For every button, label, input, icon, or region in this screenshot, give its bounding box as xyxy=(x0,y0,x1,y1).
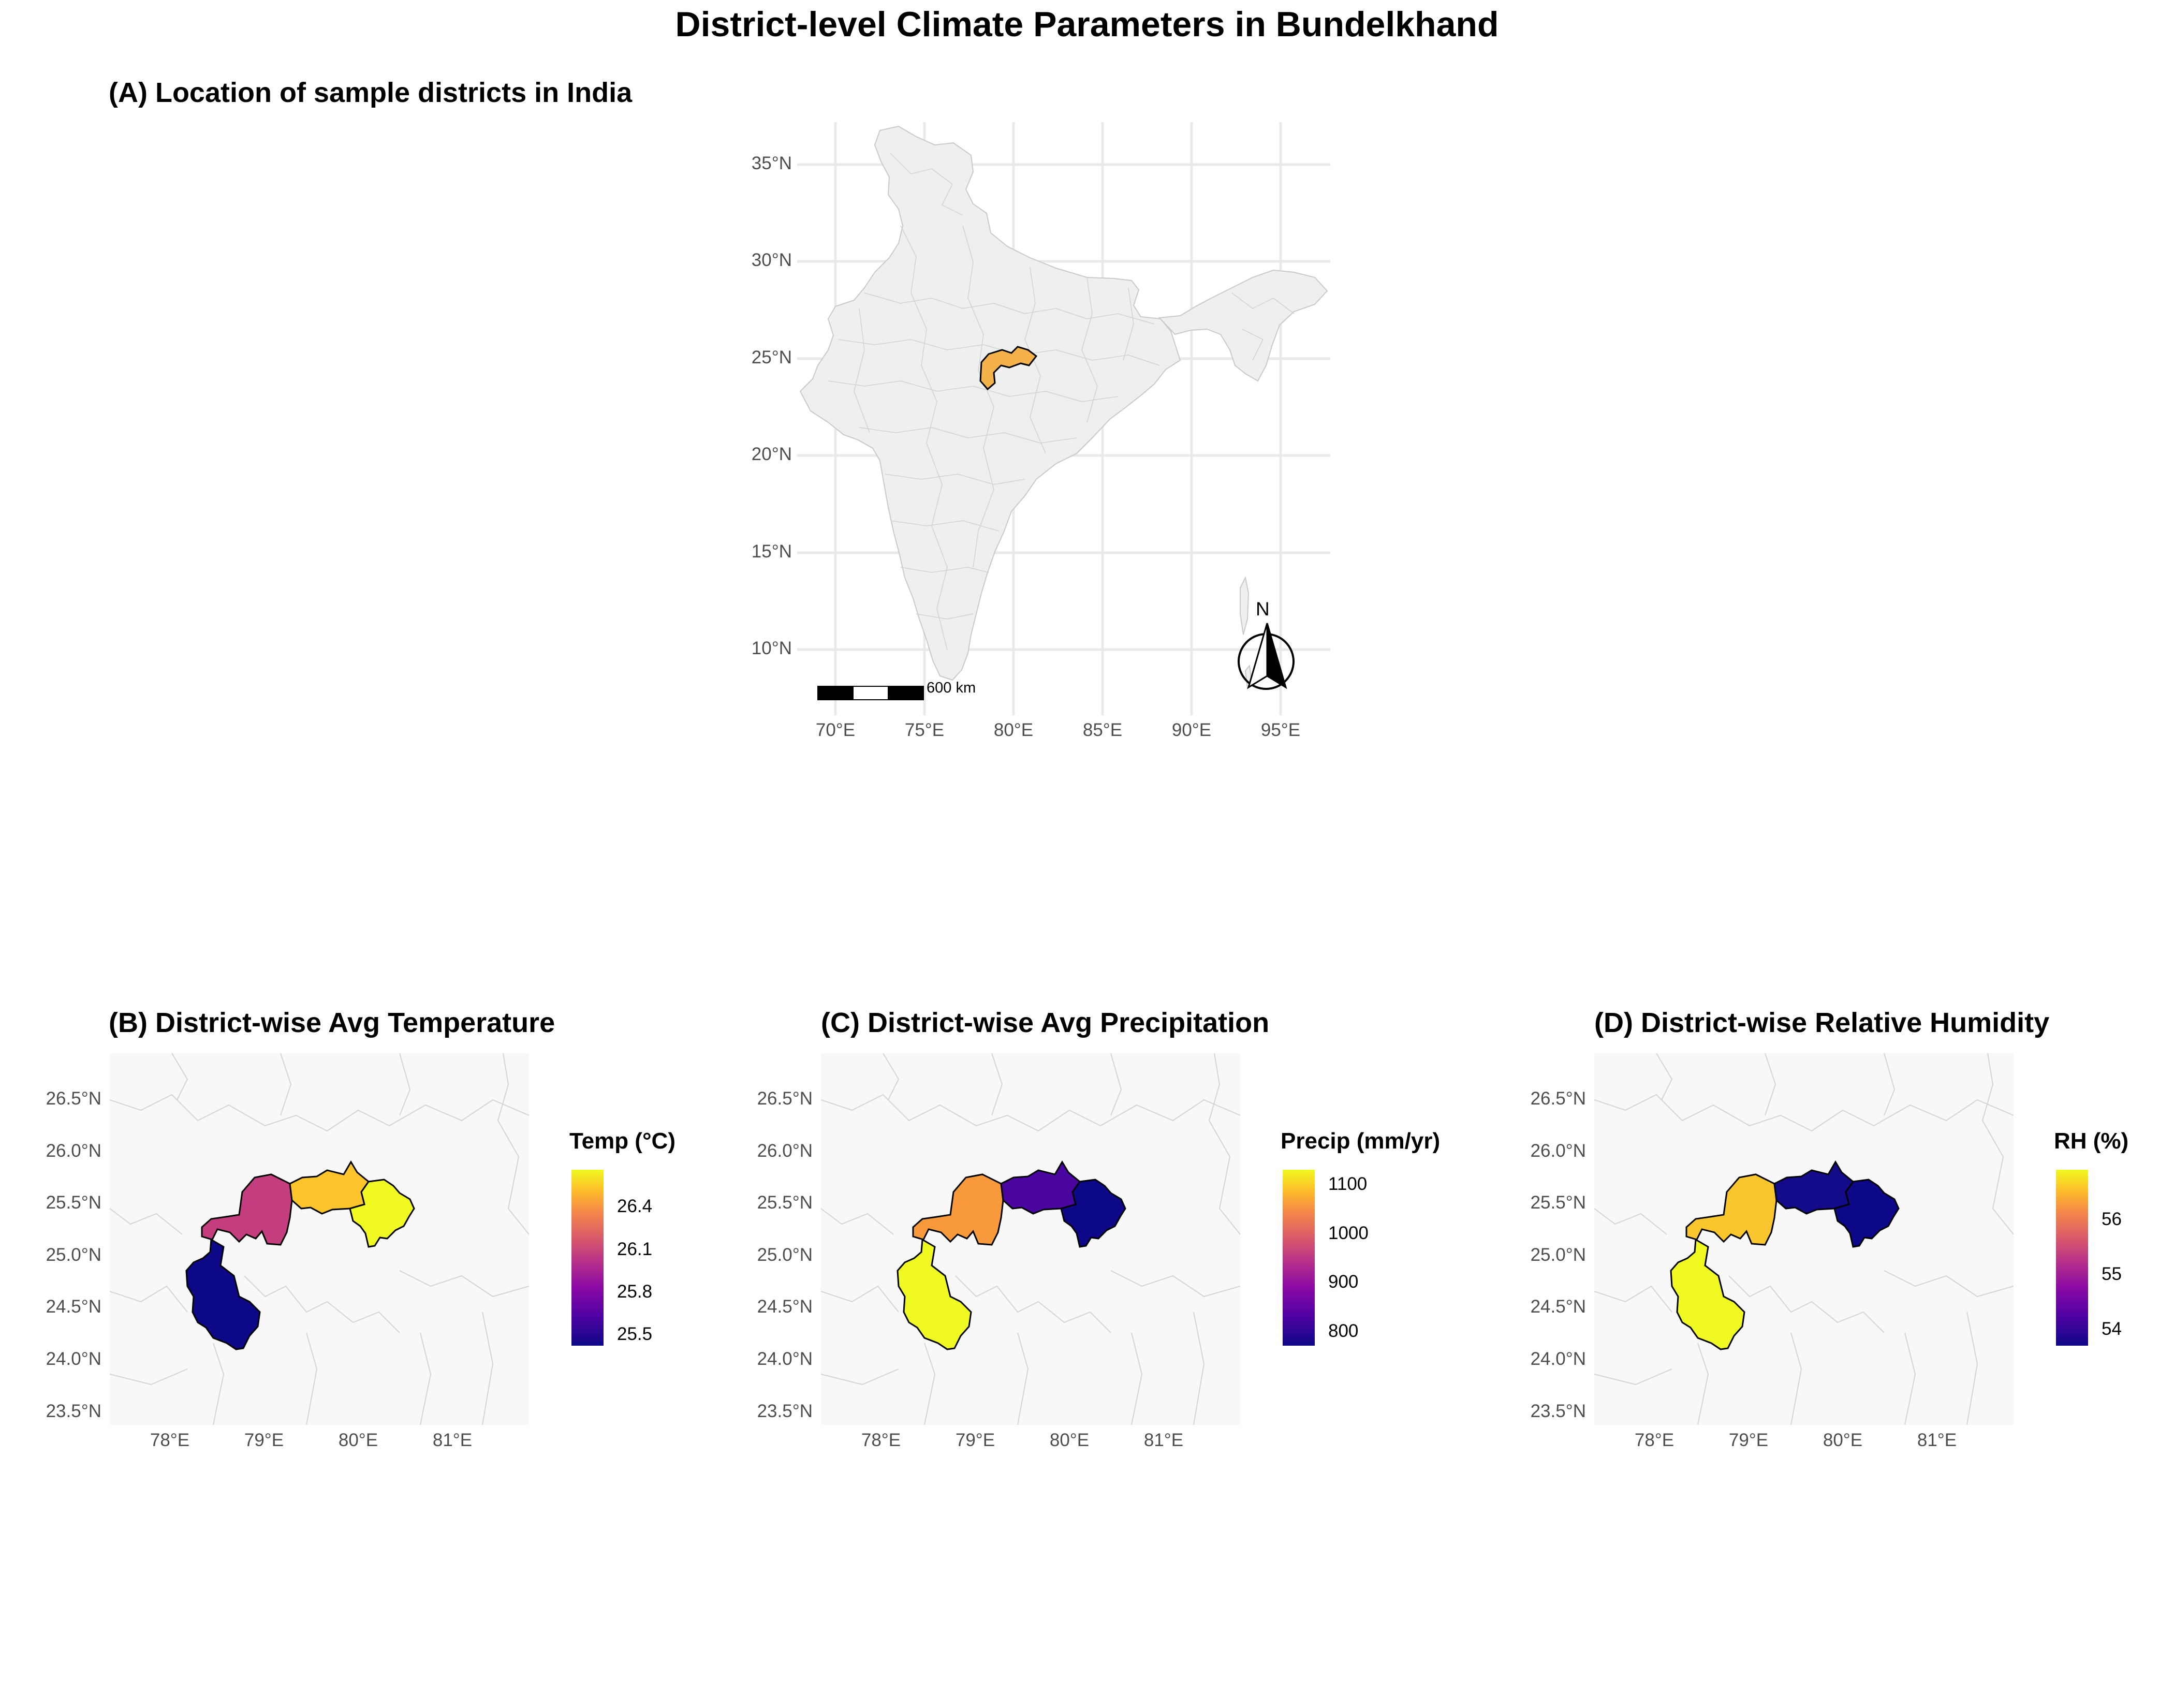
legend-title-d: RH (%) xyxy=(2054,1128,2129,1154)
lat-tick-c: 24.5°N xyxy=(757,1297,813,1317)
district-d-4 xyxy=(1833,1179,1900,1248)
scale-bar xyxy=(817,686,924,700)
india-country-shape xyxy=(799,125,1328,690)
india-map xyxy=(797,122,1330,715)
lon-tick-a: 80°E xyxy=(993,720,1034,740)
lat-tick-c: 25.5°N xyxy=(757,1192,813,1213)
lat-tick-d: 24.0°N xyxy=(1530,1349,1586,1369)
panel-b-title: (B) District-wise Avg Temperature xyxy=(109,1007,555,1038)
lat-tick-d: 25.5°N xyxy=(1530,1192,1586,1213)
district-c-2 xyxy=(912,1173,1004,1246)
lat-tick-c: 24.0°N xyxy=(757,1349,813,1369)
lat-tick-c: 26.0°N xyxy=(757,1141,813,1161)
district-d-1 xyxy=(1670,1238,1745,1350)
map-b-svg xyxy=(109,1053,530,1425)
legend-title-b: Temp (°C) xyxy=(569,1128,675,1154)
panel-d-title: (D) District-wise Relative Humidity xyxy=(1594,1007,2050,1038)
map-panel-d xyxy=(1594,1053,2014,1425)
lon-tick-d: 79°E xyxy=(1728,1430,1769,1450)
lat-tick-d: 24.5°N xyxy=(1530,1297,1586,1317)
lat-tick-a: 30°N xyxy=(751,250,792,270)
lon-tick-c: 78°E xyxy=(861,1430,901,1450)
district-c-1 xyxy=(897,1238,972,1350)
map-d-svg xyxy=(1594,1053,2014,1425)
lat-tick-c: 23.5°N xyxy=(757,1401,813,1421)
lon-tick-c: 80°E xyxy=(1049,1430,1090,1450)
lat-tick-b: 23.5°N xyxy=(46,1401,101,1421)
lon-tick-a: 75°E xyxy=(904,720,945,740)
lat-tick-d: 26.5°N xyxy=(1530,1088,1586,1109)
lat-tick-a: 25°N xyxy=(751,347,792,367)
colorbar-c xyxy=(1283,1170,1315,1346)
colorbar-d xyxy=(2056,1170,2088,1346)
district-d-2 xyxy=(1685,1173,1778,1246)
lat-tick-d: 26.0°N xyxy=(1530,1141,1586,1161)
lon-tick-a: 95°E xyxy=(1260,720,1301,740)
legend-tick-d: 55 xyxy=(2102,1263,2122,1284)
district-b-4 xyxy=(349,1179,415,1248)
legend-tick-d: 56 xyxy=(2102,1209,2122,1229)
lon-tick-b: 80°E xyxy=(338,1430,378,1450)
lat-tick-a: 35°N xyxy=(751,153,792,173)
legend-tick-b: 26.4 xyxy=(617,1196,653,1217)
lat-tick-b: 24.0°N xyxy=(46,1349,101,1369)
lon-tick-b: 78°E xyxy=(150,1430,190,1450)
north-label: N xyxy=(1256,598,1270,620)
lat-tick-a: 15°N xyxy=(751,541,792,562)
legend-tick-b: 25.8 xyxy=(617,1281,653,1302)
lat-tick-c: 25.0°N xyxy=(757,1245,813,1265)
legend-title-c: Precip (mm/yr) xyxy=(1281,1128,1441,1154)
colorbar-b xyxy=(571,1170,604,1346)
main-title: District-level Climate Parameters in Bun… xyxy=(675,5,1499,44)
scale-bar-label: 600 km xyxy=(927,680,976,696)
lon-tick-d: 78°E xyxy=(1634,1430,1674,1450)
legend-tick-c: 1100 xyxy=(1328,1174,1368,1195)
lat-tick-b: 26.0°N xyxy=(46,1141,101,1161)
district-c-4 xyxy=(1060,1179,1126,1248)
lon-tick-a: 70°E xyxy=(815,720,856,740)
lat-tick-d: 25.0°N xyxy=(1530,1245,1586,1265)
map-panel-b xyxy=(109,1053,530,1425)
district-b-2 xyxy=(201,1173,293,1246)
legend-tick-b: 26.1 xyxy=(617,1239,653,1259)
lon-tick-c: 81°E xyxy=(1143,1430,1184,1450)
lon-tick-b: 81°E xyxy=(432,1430,473,1450)
lat-tick-d: 23.5°N xyxy=(1530,1401,1586,1421)
lon-tick-a: 85°E xyxy=(1082,720,1123,740)
bundelkhand-highlight xyxy=(979,346,1038,391)
lon-tick-d: 81°E xyxy=(1917,1430,1957,1450)
legend-tick-d: 54 xyxy=(2102,1319,2122,1339)
district-b-1 xyxy=(185,1238,261,1350)
north-arrow-icon xyxy=(1238,623,1295,690)
legend-tick-c: 900 xyxy=(1328,1272,1359,1292)
lat-tick-b: 25.0°N xyxy=(46,1245,101,1265)
india-map-svg xyxy=(797,122,1330,715)
panel-c-title: (C) District-wise Avg Precipitation xyxy=(821,1007,1270,1038)
panel-a-title: (A) Location of sample districts in Indi… xyxy=(109,77,633,108)
map-c-svg xyxy=(820,1053,1241,1425)
lon-tick-a: 90°E xyxy=(1171,720,1212,740)
legend-tick-b: 25.5 xyxy=(617,1324,653,1345)
legend-tick-c: 1000 xyxy=(1328,1223,1369,1243)
lat-tick-a: 20°N xyxy=(751,444,792,464)
lat-tick-a: 10°N xyxy=(751,638,792,658)
map-panel-c xyxy=(820,1053,1241,1425)
lon-tick-b: 79°E xyxy=(244,1430,284,1450)
lat-tick-b: 24.5°N xyxy=(46,1297,101,1317)
lon-tick-c: 79°E xyxy=(955,1430,995,1450)
lat-tick-b: 26.5°N xyxy=(46,1088,101,1109)
legend-tick-c: 800 xyxy=(1328,1320,1359,1341)
lon-tick-d: 80°E xyxy=(1823,1430,1863,1450)
lat-tick-c: 26.5°N xyxy=(757,1088,813,1109)
lat-tick-b: 25.5°N xyxy=(46,1192,101,1213)
